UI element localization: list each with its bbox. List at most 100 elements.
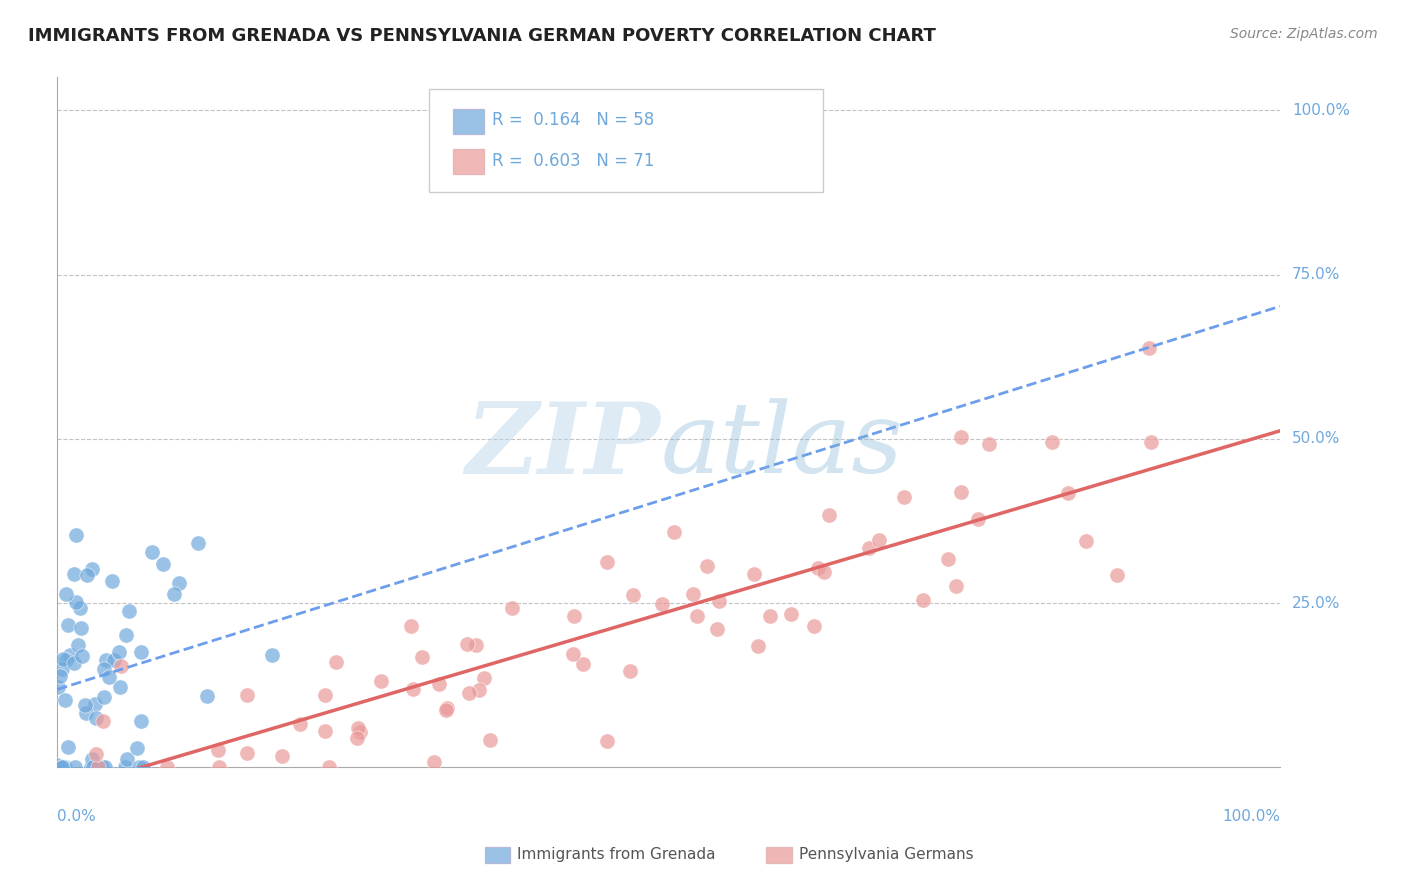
Text: Immigrants from Grenada: Immigrants from Grenada [517,847,716,862]
Point [103,653,125,667]
Point [314,723,336,738]
Point [501,600,523,615]
Point [682,587,704,601]
Point [110,659,132,673]
Point [82,751,104,765]
Point [114,760,136,774]
Point [950,430,973,444]
Point [662,525,685,540]
Point [318,760,340,774]
Point [56,739,79,754]
Point [115,752,138,766]
Point [468,682,491,697]
Point [370,674,392,689]
Point [127,741,149,756]
Point [118,604,141,618]
Point [314,688,336,702]
Point [94,760,117,774]
Point [51,760,73,774]
Text: IMMIGRANTS FROM GRENADA VS PENNSYLVANIA GERMAN POVERTY CORRELATION CHART: IMMIGRANTS FROM GRENADA VS PENNSYLVANIA … [28,27,936,45]
Point [818,508,841,523]
Point [945,579,967,593]
Point [53,760,76,774]
Point [456,637,478,651]
Point [696,559,718,574]
Point [108,680,131,694]
Point [423,755,446,769]
Point [596,555,619,569]
Point [84,747,107,761]
Point [271,749,294,764]
Text: Pennsylvania Germans: Pennsylvania Germans [799,847,973,862]
Point [101,574,124,588]
Point [465,638,488,652]
Point [747,640,769,654]
Point [67,638,90,652]
Point [93,690,115,704]
Point [80,760,103,774]
Point [411,649,433,664]
Point [91,714,114,729]
Text: R =  0.603   N = 71: R = 0.603 N = 71 [492,152,654,169]
Point [115,628,138,642]
Point [1105,568,1128,582]
Point [966,512,988,526]
Point [128,760,150,774]
Point [893,490,915,504]
Text: 50.0%: 50.0% [1292,431,1340,446]
Point [55,586,77,600]
Point [63,567,86,582]
Point [152,557,174,571]
Point [52,652,75,666]
Text: 100.0%: 100.0% [1292,103,1350,118]
Point [936,551,959,566]
Point [93,662,115,676]
Point [803,618,825,632]
Point [51,760,73,774]
Point [195,689,218,703]
Point [706,623,728,637]
Point [141,545,163,559]
Point [562,608,585,623]
Point [858,541,880,556]
Point [169,575,191,590]
Point [70,621,93,635]
Point [63,760,86,774]
Point [65,527,87,541]
Point [91,760,114,774]
Point [56,618,79,632]
Point [46,758,69,772]
Point [82,760,104,774]
Point [1074,534,1097,549]
Point [1056,486,1078,500]
Point [621,588,644,602]
Text: 75.0%: 75.0% [1292,267,1340,282]
Point [349,725,371,739]
Point [84,698,107,712]
Point [76,568,98,582]
Point [236,747,259,761]
Point [572,657,595,671]
Point [561,647,583,661]
Text: ZIP: ZIP [465,398,661,494]
Point [472,671,495,685]
Point [427,677,450,691]
Point [436,700,458,714]
Point [325,655,347,669]
Point [707,594,730,608]
Point [129,645,152,659]
Point [399,619,422,633]
Point [457,686,479,700]
Point [51,662,73,676]
Point [686,608,709,623]
Point [651,597,673,611]
Point [346,731,368,745]
Point [84,711,107,725]
Point [107,645,129,659]
Point [207,743,229,757]
Point [1137,342,1160,356]
Point [46,680,69,694]
Text: 25.0%: 25.0% [1292,596,1340,610]
Point [87,760,110,774]
Point [236,688,259,702]
